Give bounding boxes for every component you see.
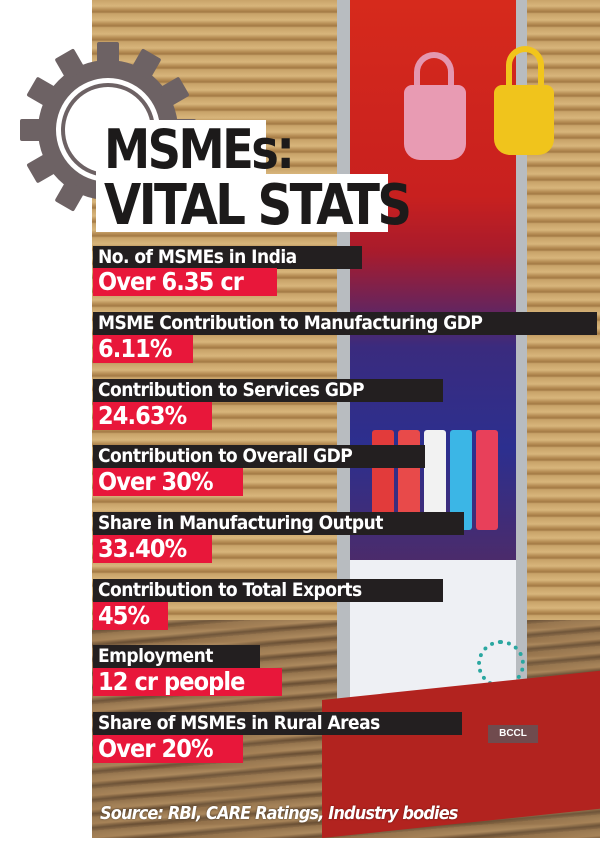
stat-label-total-exports: Contribution to Total Exports: [93, 579, 443, 602]
stat-value-manufacturing-output: 33.40%: [93, 535, 212, 563]
title-box-line1: [96, 120, 266, 174]
stat-value-services-gdp: 24.63%: [93, 402, 212, 430]
stat-label-overall-gdp: Contribution to Overall GDP: [93, 445, 425, 468]
stat-label-rural-share: Share of MSMEs in Rural Areas: [93, 712, 462, 735]
handbag-handle-yellow: [506, 46, 544, 94]
stat-label-manufacturing-output: Share in Manufacturing Output: [93, 512, 464, 535]
source-note: Source: RBI, CARE Ratings, Industry bodi…: [100, 803, 458, 824]
stat-value-rural-share: Over 20%: [93, 735, 243, 763]
handbag-pink: [404, 85, 466, 160]
nail-polish-bottle: [450, 430, 472, 530]
handbag-yellow: [494, 85, 554, 155]
nail-polish-bottle: [424, 430, 446, 530]
photo-credit: BCCL: [488, 725, 538, 743]
nail-polish-bottle: [476, 430, 498, 530]
stat-label-msme-count: No. of MSMEs in India: [93, 246, 362, 269]
stat-label-services-gdp: Contribution to Services GDP: [93, 379, 443, 402]
stat-value-manufacturing-gdp: 6.11%: [93, 335, 193, 363]
stat-value-msme-count: Over 6.35 cr: [93, 268, 277, 296]
stat-label-employment: Employment: [93, 645, 260, 668]
title-box-line2: [96, 174, 388, 232]
stat-value-employment: 12 cr people: [93, 668, 282, 696]
stat-value-total-exports: 45%: [93, 602, 168, 630]
page-title-line2: VITAL STATS: [104, 173, 412, 238]
stat-value-overall-gdp: Over 30%: [93, 468, 243, 496]
page-title-line1: MSMEs:: [104, 118, 295, 181]
stat-label-manufacturing-gdp: MSME Contribution to Manufacturing GDP: [93, 312, 597, 335]
handbag-handle-pink: [414, 52, 454, 94]
